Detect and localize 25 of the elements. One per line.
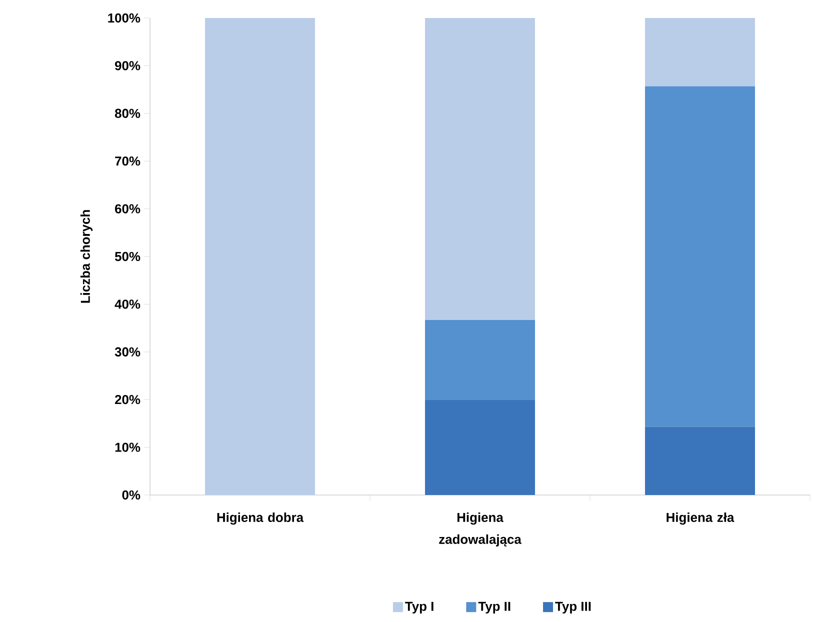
legend-label: Typ II — [478, 602, 510, 614]
y-tick-label: 70% — [115, 156, 140, 166]
y-tick-label: 50% — [114, 252, 140, 262]
y-tick-label: 90% — [115, 61, 140, 70]
y-tick-label: 100% — [108, 13, 140, 23]
bar — [425, 320, 536, 400]
bar — [645, 426, 756, 495]
legend-label: Typ I — [405, 602, 434, 614]
y-tick-label: 80% — [114, 108, 140, 118]
y-tick-label: 40% — [114, 300, 140, 309]
x-tick-label: Higiena zła — [666, 512, 734, 525]
bar — [205, 18, 316, 495]
x-tick-label: Higiena zadowalająca — [439, 512, 522, 547]
y-tick-label: 60% — [115, 204, 140, 214]
y-tick-label: 30% — [114, 347, 140, 356]
bar — [645, 86, 756, 427]
bar — [425, 18, 536, 320]
y-tick-label: 10% — [115, 442, 140, 452]
x-tick-label: Higiena dobra — [217, 512, 304, 525]
legend-label: Typ III — [555, 602, 591, 614]
y-tick-label: 20% — [115, 395, 140, 404]
y-axis-title: Liczba chorych — [80, 210, 93, 303]
bar — [425, 400, 536, 495]
bar — [645, 18, 756, 86]
y-tick-label: 0% — [122, 490, 140, 500]
